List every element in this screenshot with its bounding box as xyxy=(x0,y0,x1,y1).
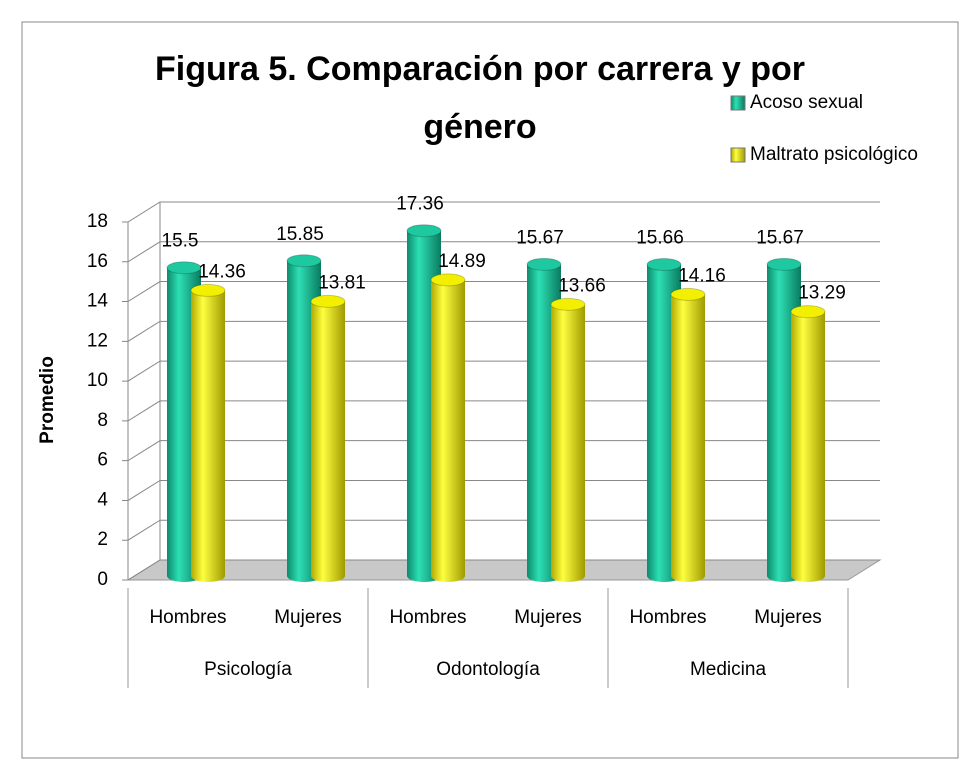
grid-line xyxy=(122,440,880,462)
grid-line xyxy=(122,241,880,263)
grid-line xyxy=(122,281,880,303)
value-label: 15.67 xyxy=(756,227,804,248)
bar-top xyxy=(430,273,466,287)
x-tick-label: Hombres xyxy=(629,607,706,628)
bar-top xyxy=(166,261,202,275)
value-label: 15.5 xyxy=(162,231,199,252)
grid-line xyxy=(122,479,880,501)
value-label: 13.66 xyxy=(558,275,606,296)
bar-body xyxy=(671,294,705,582)
grid-line xyxy=(122,360,880,382)
group-label: Psicología xyxy=(204,659,292,680)
legend-swatch xyxy=(730,147,746,163)
bar-body xyxy=(311,301,345,582)
bar-body xyxy=(431,279,465,582)
y-axis-label: Promedio xyxy=(37,356,58,444)
grid-line xyxy=(122,201,880,223)
value-label: 13.29 xyxy=(798,283,846,304)
bar-top xyxy=(550,297,586,311)
y-tick-label: 6 xyxy=(97,450,108,471)
value-label: 14.89 xyxy=(438,251,486,272)
bar-top xyxy=(766,257,802,271)
group-label: Medicina xyxy=(690,659,766,680)
y-tick-label: 12 xyxy=(87,330,108,351)
y-tick-label: 16 xyxy=(87,251,108,272)
value-label: 17.36 xyxy=(396,194,444,215)
value-label: 13.81 xyxy=(318,272,366,293)
value-label: 15.67 xyxy=(516,227,564,248)
value-label: 15.66 xyxy=(636,228,684,249)
bar-top xyxy=(406,224,442,238)
legend-label: Acoso sexual xyxy=(750,92,863,113)
y-tick-label: 14 xyxy=(87,291,109,312)
x-tick-label: Mujeres xyxy=(754,607,822,628)
grid-line xyxy=(122,559,880,581)
grid-line xyxy=(122,400,880,422)
x-tick-label: Hombres xyxy=(389,607,466,628)
bar xyxy=(310,294,346,582)
bar-top xyxy=(286,254,322,268)
y-tick-label: 18 xyxy=(87,211,108,232)
legend-label: Maltrato psicológico xyxy=(750,144,918,165)
y-tick-label: 10 xyxy=(87,370,108,391)
value-label: 14.16 xyxy=(678,265,726,286)
grid-line xyxy=(122,519,880,541)
bar-top xyxy=(310,294,346,308)
value-label: 14.36 xyxy=(198,261,246,282)
bar-top xyxy=(790,305,826,319)
bar xyxy=(190,283,226,582)
bar-top xyxy=(526,257,562,271)
bar-top xyxy=(190,283,226,297)
bar xyxy=(430,273,466,582)
value-label: 15.85 xyxy=(276,224,324,245)
bar xyxy=(550,297,586,582)
bar-top xyxy=(670,287,706,301)
y-tick-label: 4 xyxy=(97,489,108,510)
group-label: Odontología xyxy=(436,659,540,680)
bar xyxy=(670,287,706,582)
bar-body xyxy=(791,311,825,582)
bar-body xyxy=(191,290,225,582)
chart-title: Figura 5. Comparación por carrera y por … xyxy=(155,50,805,146)
chart-border xyxy=(21,21,959,759)
bar-top xyxy=(646,258,682,272)
y-tick-label: 8 xyxy=(97,410,108,431)
y-tick-label: 0 xyxy=(97,569,108,590)
y-tick-label: 2 xyxy=(97,529,108,550)
bar xyxy=(790,305,826,582)
grid-line xyxy=(122,320,880,342)
x-tick-label: Mujeres xyxy=(274,607,342,628)
x-tick-label: Hombres xyxy=(149,607,226,628)
legend-swatch xyxy=(730,95,746,111)
x-tick-label: Mujeres xyxy=(514,607,582,628)
bar-body xyxy=(551,304,585,582)
